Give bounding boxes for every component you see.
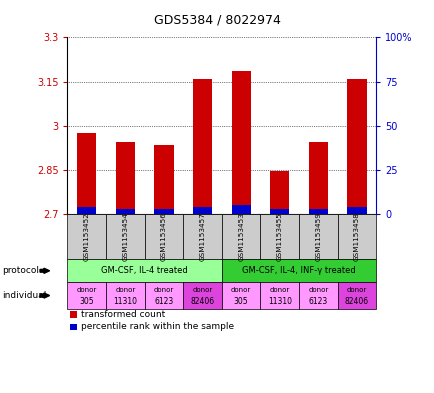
Bar [308,142,327,214]
Text: GSM1153457: GSM1153457 [199,212,205,261]
Text: GSM1153459: GSM1153459 [315,212,321,261]
Text: 11310: 11310 [267,297,291,306]
Text: donor: donor [346,287,366,293]
Text: 82406: 82406 [344,297,368,306]
Text: 6123: 6123 [308,297,327,306]
Text: GDS5384 / 8022974: GDS5384 / 8022974 [154,14,280,27]
Text: protocol: protocol [2,266,39,275]
Text: GSM1153454: GSM1153454 [122,212,128,261]
Bar [115,142,135,214]
Bar [77,133,96,214]
Text: GM-CSF, IL-4, INF-γ treated: GM-CSF, IL-4, INF-γ treated [242,266,355,275]
Text: donor: donor [192,287,212,293]
Text: GM-CSF, IL-4 treated: GM-CSF, IL-4 treated [101,266,187,275]
Text: donor: donor [154,287,174,293]
Bar [192,207,212,214]
Text: GSM1153455: GSM1153455 [276,212,282,261]
Bar [270,171,289,214]
Text: donor: donor [115,287,135,293]
Bar [346,79,366,214]
Bar [231,206,250,214]
Text: GSM1153458: GSM1153458 [353,212,359,261]
Bar [154,209,173,214]
Bar [231,71,250,214]
Bar [77,207,96,214]
Text: 305: 305 [233,297,248,306]
Text: GSM1153453: GSM1153453 [237,212,243,261]
Bar [270,209,289,214]
Text: 6123: 6123 [154,297,173,306]
Bar [192,79,212,214]
Bar [346,207,366,214]
Text: donor: donor [308,287,328,293]
Text: GSM1153452: GSM1153452 [83,212,89,261]
Text: donor: donor [76,287,97,293]
Text: percentile rank within the sample: percentile rank within the sample [81,323,233,331]
Text: transformed count: transformed count [81,310,165,319]
Text: 82406: 82406 [190,297,214,306]
Text: donor: donor [269,287,289,293]
Bar [115,209,135,214]
Text: GSM1153456: GSM1153456 [161,212,167,261]
Bar [154,145,173,214]
Text: donor: donor [230,287,251,293]
Text: individual: individual [2,291,46,300]
Text: 11310: 11310 [113,297,137,306]
Bar [308,209,327,214]
Text: 305: 305 [79,297,94,306]
